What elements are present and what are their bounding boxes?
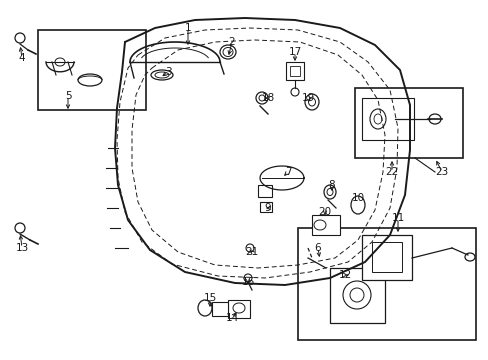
Text: 19: 19 [301,93,314,103]
Bar [354,88,462,158]
Bar [227,300,249,318]
Text: 15: 15 [203,293,216,303]
Bar [289,66,299,76]
Text: 5: 5 [64,91,71,101]
Ellipse shape [350,196,364,214]
Text: 10: 10 [351,193,364,203]
Bar [311,215,339,235]
Text: 3: 3 [164,67,171,77]
Text: 18: 18 [261,93,274,103]
Bar [258,185,271,197]
Ellipse shape [324,185,335,199]
Ellipse shape [244,274,251,282]
Text: 4: 4 [19,53,25,63]
Text: 9: 9 [264,203,271,213]
Ellipse shape [290,88,298,96]
Bar [260,202,271,212]
Text: 6: 6 [314,243,321,253]
Bar [329,268,384,323]
Bar [371,242,401,272]
Ellipse shape [220,45,236,59]
Bar [361,98,413,140]
Text: 11: 11 [390,213,404,223]
Text: 16: 16 [241,277,254,287]
Text: 21: 21 [245,247,258,257]
Text: 1: 1 [184,23,191,33]
Ellipse shape [305,94,318,110]
Text: 13: 13 [15,243,29,253]
Ellipse shape [15,223,25,233]
Ellipse shape [308,98,315,106]
Bar [212,302,227,316]
Ellipse shape [78,74,102,86]
Text: 12: 12 [338,270,351,280]
Ellipse shape [198,300,212,316]
Bar [297,228,475,340]
Ellipse shape [245,244,253,252]
Ellipse shape [326,189,332,195]
Ellipse shape [151,70,173,80]
Text: 2: 2 [228,37,235,47]
Ellipse shape [259,95,264,101]
Text: 20: 20 [318,207,331,217]
Ellipse shape [256,92,267,104]
Ellipse shape [428,114,440,124]
Text: 14: 14 [225,313,238,323]
Bar [38,30,146,110]
Bar [361,235,411,280]
Bar [285,62,304,80]
Ellipse shape [464,253,474,261]
Ellipse shape [373,114,381,124]
Ellipse shape [349,288,363,302]
Text: 8: 8 [328,180,335,190]
Text: 22: 22 [385,167,398,177]
Text: 23: 23 [434,167,447,177]
Text: 7: 7 [284,167,291,177]
Text: 17: 17 [288,47,301,57]
Ellipse shape [15,33,25,43]
Ellipse shape [369,109,385,129]
